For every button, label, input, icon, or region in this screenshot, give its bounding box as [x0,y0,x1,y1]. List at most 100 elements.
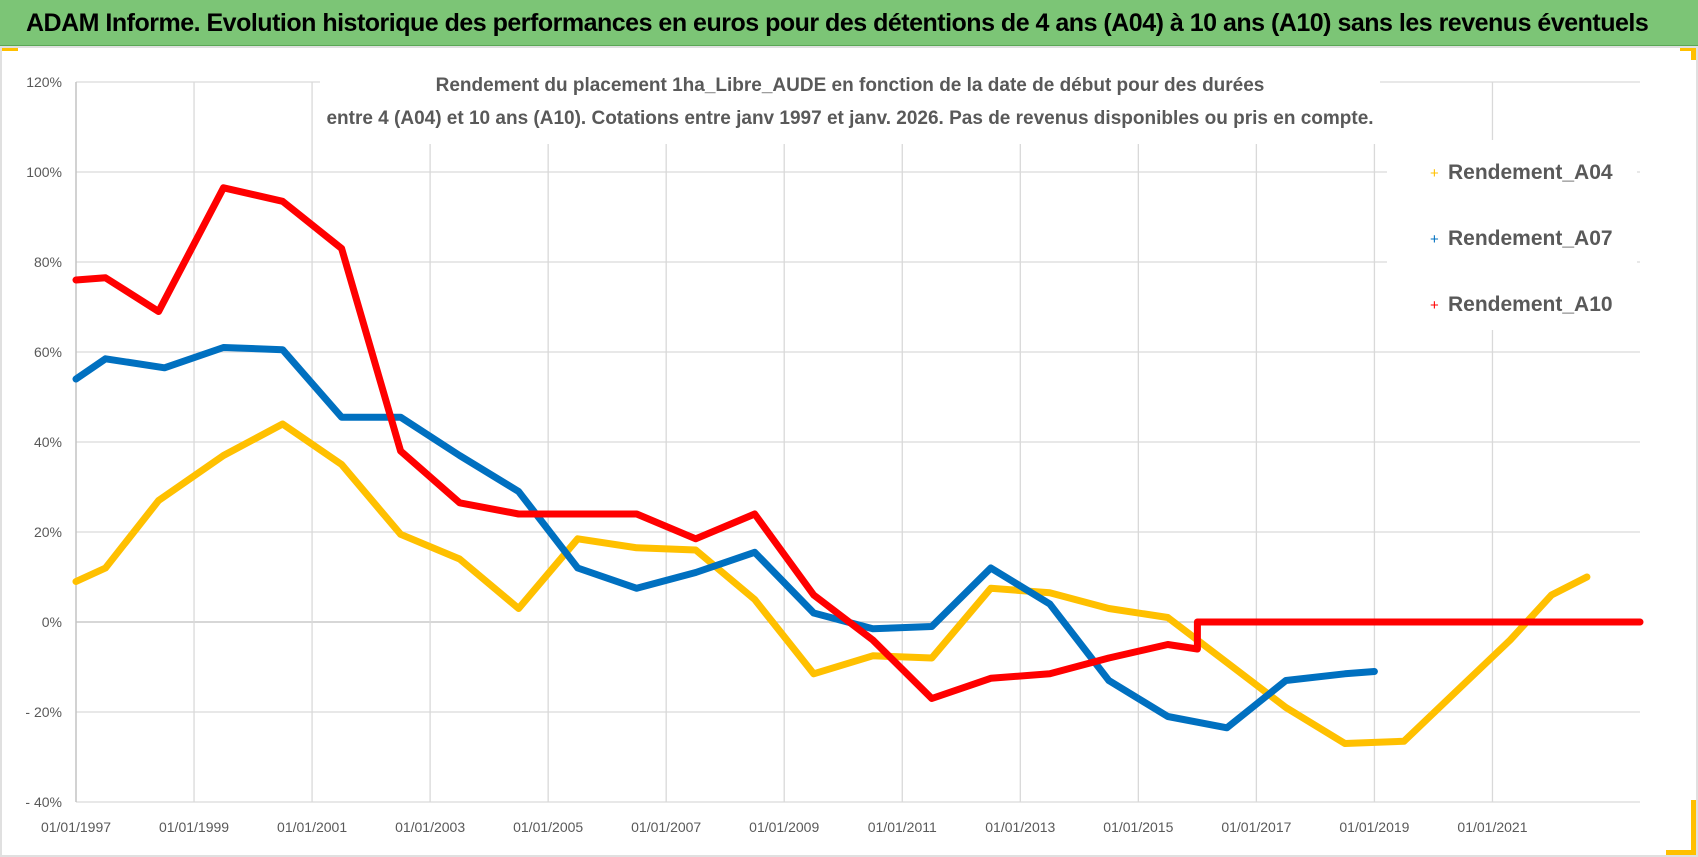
data-point [574,535,581,542]
data-point [574,564,581,572]
data-point [810,609,817,617]
data-point [1507,636,1514,644]
data-point [220,452,227,459]
data-point [1282,677,1290,684]
y-tick-label: 60% [34,344,62,360]
legend-background [1387,140,1637,330]
data-point [869,636,876,644]
x-tick-label: 01/01/2003 [395,819,465,835]
data-point [1164,713,1172,720]
data-point [928,695,935,702]
data-point [456,555,463,563]
corner-accent-top-left [2,48,18,51]
data-point [751,596,758,603]
x-tick-label: 01/01/2007 [631,819,701,835]
legend-marker-a07: + [1430,231,1439,248]
data-point [1105,605,1113,612]
data-point [102,355,109,362]
data-point [751,510,758,518]
data-point [515,510,522,518]
legend: + Rendement_A04 + Rendement_A07 + Rendem… [1387,140,1637,330]
corner-accent-top-right [1680,48,1696,51]
data-point [574,510,581,518]
data-point [1194,618,1201,626]
data-point [1105,677,1113,684]
data-point [1400,738,1408,745]
y-tick-label: - 40% [25,794,62,810]
data-point [515,605,522,612]
series-rendement_a07 [72,344,1378,732]
data-point [692,546,699,554]
chart-frame: 120% 100% 80% 60% 40% 20% 0% - 20% - 40% 01/01/1… [0,46,1698,857]
data-point [1282,704,1290,711]
data-point [1371,668,1378,675]
data-point [751,549,758,556]
data-point [987,585,994,592]
x-tick-label: 01/01/2001 [277,819,347,835]
corner-accent-top-right-vertical [1691,48,1696,60]
data-point [397,414,404,421]
data-point [1636,618,1644,626]
x-tick-label: 01/01/2015 [1103,819,1173,835]
x-tick-label: 01/01/2019 [1339,819,1409,835]
y-tick-label: - 20% [25,704,62,720]
series-line [72,344,1378,732]
data-point [456,452,463,459]
series-line [72,420,1591,747]
corner-accent-bottom-right [1691,800,1696,852]
x-tick-label: 01/01/1997 [41,819,111,835]
data-point [1164,641,1172,648]
data-point [1046,600,1054,608]
y-tick-label: 0% [42,614,62,630]
chart-title: Rendement du placement 1ha_Libre_AUDE en… [436,75,1265,96]
x-tick-label: 01/01/2009 [749,819,819,835]
series-layer [72,184,1644,747]
data-point [869,652,876,659]
y-tick-label: 80% [34,254,62,270]
data-point [987,675,994,682]
x-tick-label: 01/01/2021 [1457,819,1527,835]
series-line [72,184,1644,702]
legend-marker-a10: + [1430,297,1439,314]
data-point [1046,589,1054,596]
data-point [692,569,699,576]
series-rendement_a10 [72,184,1644,702]
data-point [1459,681,1467,689]
data-point [1583,573,1591,581]
y-tick-label: 120% [26,74,62,90]
y-tick-label: 40% [34,434,62,450]
data-point [633,585,640,592]
data-point [1548,591,1555,599]
corner-accent-bottom-right-horizontal [1666,850,1696,855]
report-title: ADAM Informe. Evolution historique des p… [26,9,1649,37]
data-point [1430,618,1437,626]
x-tick-label: 01/01/2005 [513,819,583,835]
data-point [1223,659,1231,666]
data-point [456,499,463,506]
y-tick-label: 20% [34,524,62,540]
data-point [397,447,404,455]
y-axis-tick-labels: 120% 100% 80% 60% 40% 20% 0% - 20% - 40% [25,74,62,810]
data-point [515,488,522,495]
chart-subtitle: entre 4 (A04) et 10 ans (A10). Cotations… [326,108,1373,129]
data-point [928,654,935,662]
data-point [338,461,345,468]
data-point [1341,670,1349,677]
data-point [220,184,227,191]
data-point [72,578,80,585]
x-tick-label: 01/01/2011 [868,819,937,835]
data-point [869,625,876,632]
data-point [338,414,345,421]
data-point [279,346,286,353]
legend-label-a04: Rendement_A04 [1448,161,1613,184]
data-point [155,308,162,315]
data-point [220,344,227,351]
chart-title-background [320,66,1380,144]
data-point [987,564,994,572]
legend-label-a07: Rendement_A07 [1448,227,1613,250]
series-rendement_a04 [72,420,1591,747]
data-point [338,245,345,252]
data-point [810,591,817,599]
data-point [279,198,286,205]
x-axis-tick-labels: 01/01/1997 01/01/1999 01/01/2001 01/01/2003… [41,819,1528,835]
